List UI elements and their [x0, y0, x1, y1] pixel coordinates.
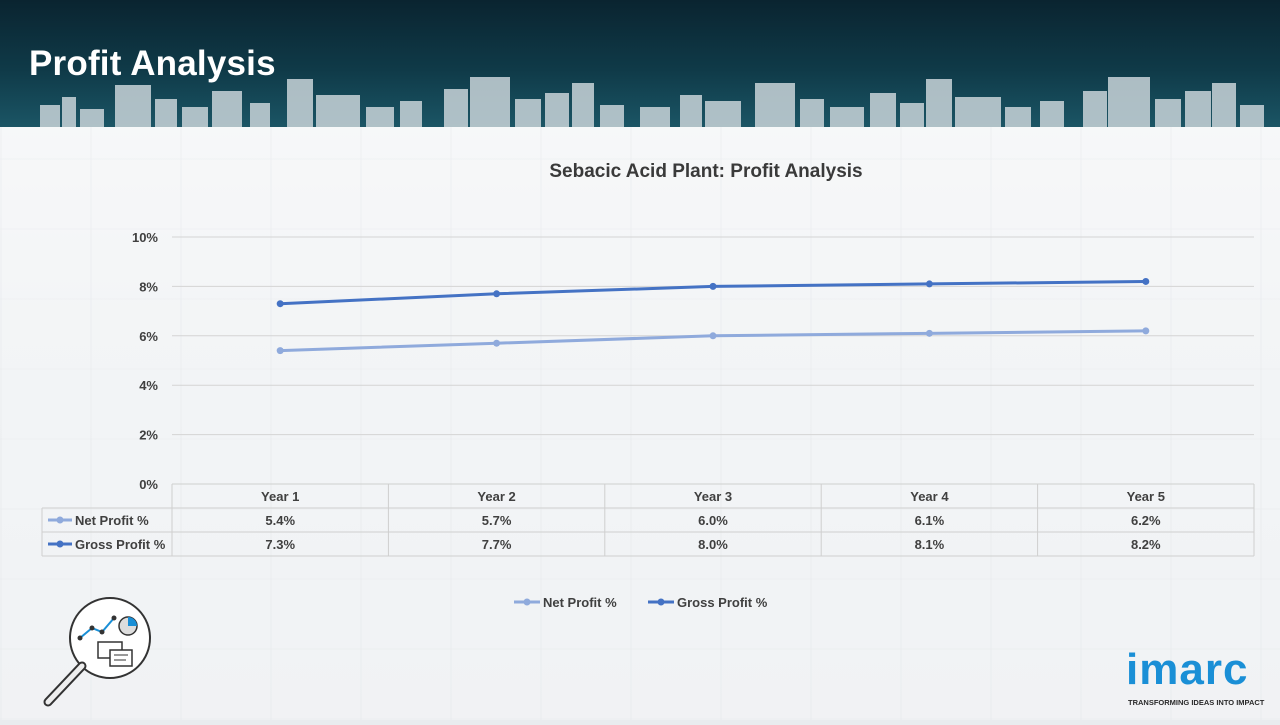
- data-point: [709, 332, 717, 340]
- table-value-cell: 8.1%: [915, 537, 945, 552]
- data-point: [709, 282, 717, 290]
- table-value-cell: 5.7%: [482, 513, 512, 528]
- legend-label: Net Profit %: [543, 595, 617, 610]
- data-point: [493, 290, 501, 298]
- city-skyline-graphic: [40, 77, 1264, 127]
- table-series-name: Net Profit %: [75, 513, 149, 528]
- table-value-cell: 7.7%: [482, 537, 512, 552]
- x-category-label: Year 2: [477, 489, 515, 504]
- imarc-logo: imarc TRANSFORMING IDEAS INTO IMPACT: [1126, 648, 1266, 710]
- logo-wordmark: imarc: [1126, 645, 1249, 694]
- data-point: [925, 329, 933, 337]
- chart-title: Sebacic Acid Plant: Profit Analysis: [549, 161, 862, 182]
- table-value-cell: 5.4%: [265, 513, 295, 528]
- x-category-label: Year 3: [694, 489, 732, 504]
- legend-marker: [523, 598, 531, 606]
- table-legend-marker: [56, 540, 64, 548]
- x-category-label: Year 4: [910, 489, 949, 504]
- table-series-name: Gross Profit %: [75, 537, 166, 552]
- table-value-cell: 8.0%: [698, 537, 728, 552]
- y-tick-label: 6%: [139, 329, 158, 344]
- table-value-cell: 8.2%: [1131, 537, 1161, 552]
- table-value-cell: 7.3%: [265, 537, 295, 552]
- data-point: [1142, 277, 1150, 285]
- magnifier-analytics-icon: [40, 580, 156, 720]
- data-point: [276, 347, 284, 355]
- logo-tagline: TRANSFORMING IDEAS INTO IMPACT: [1128, 698, 1265, 707]
- table-legend-marker: [56, 516, 64, 524]
- legend-label: Gross Profit %: [677, 595, 768, 610]
- y-tick-label: 0%: [139, 477, 158, 492]
- x-category-label: Year 5: [1127, 489, 1165, 504]
- table-value-cell: 6.2%: [1131, 513, 1161, 528]
- y-tick-label: 4%: [139, 378, 158, 393]
- header-banner: [0, 0, 1280, 127]
- data-point: [925, 280, 933, 288]
- table-value-cell: 6.1%: [915, 513, 945, 528]
- table-value-cell: 6.0%: [698, 513, 728, 528]
- page-title: Profit Analysis: [29, 44, 276, 83]
- data-point: [276, 300, 284, 308]
- y-tick-label: 2%: [139, 428, 158, 443]
- y-tick-label: 8%: [139, 279, 158, 294]
- x-category-label: Year 1: [261, 489, 299, 504]
- data-point: [493, 339, 501, 347]
- legend-marker: [657, 598, 665, 606]
- data-point: [1142, 327, 1150, 335]
- chart-panel: [0, 127, 1280, 720]
- y-tick-label: 10%: [132, 230, 158, 245]
